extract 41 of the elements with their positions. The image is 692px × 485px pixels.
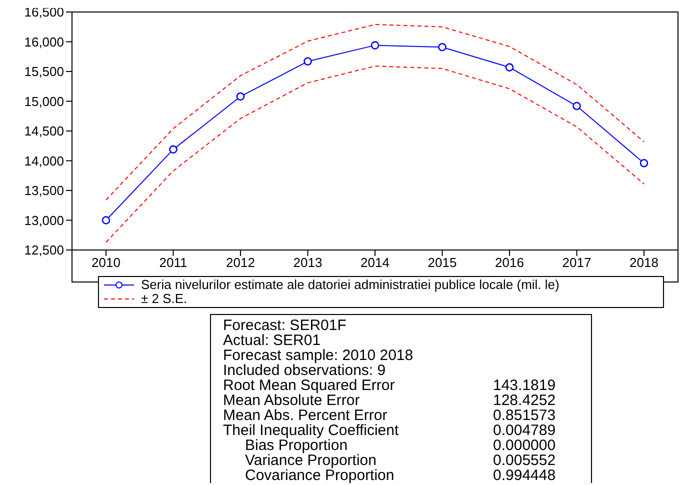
point (438, 42, 446, 52)
point (505, 63, 514, 72)
y-tick-label: 15,500 (24, 64, 64, 80)
text: Bias Proportion 0.000000 (245, 437, 556, 454)
x-tick-label: 2014 (360, 255, 390, 270)
x-tick-label: 2015 (428, 255, 457, 270)
line-series (106, 66, 644, 243)
text: Included observations: 9 (223, 362, 386, 379)
legend-label: ± 2 S.E. (141, 291, 188, 306)
y-tick-label: 16,000 (24, 34, 64, 50)
text: Mean Abs. Percent Error 0.851573 (223, 407, 556, 424)
y-tick-label: 13,000 (24, 212, 64, 228)
text: Forecast sample: 2010 2018 (223, 347, 414, 364)
point (370, 41, 380, 50)
text: Variance Proportion 0.005552 (245, 452, 556, 469)
point (572, 102, 581, 110)
point (169, 145, 178, 154)
x-tick-label: 2018 (630, 255, 658, 270)
point (236, 92, 245, 101)
x-tick-label: 2013 (293, 255, 322, 270)
y-tick-label: 12,500 (24, 242, 64, 258)
x-tick-label: 2012 (226, 255, 255, 270)
point (640, 158, 648, 168)
point (304, 57, 312, 66)
text: Covariance Proportion 0.994448 (245, 467, 556, 484)
y-tick-label: 13,500 (24, 183, 64, 198)
text: Actual: SER01 (223, 332, 321, 349)
point (102, 216, 110, 224)
y-tick-label: 14,500 (24, 124, 64, 139)
line-series (106, 24, 644, 201)
x-tick-label: 2010 (92, 255, 120, 270)
y-tick-label: 15,000 (24, 94, 64, 109)
text: Theil Inequality Coefficient 0.004789 (223, 422, 556, 439)
text: Mean Absolute Error 128.4252 (223, 392, 556, 409)
x-tick-label: 2016 (495, 255, 524, 270)
x-tick-label: 2011 (159, 255, 188, 270)
y-tick-label: 14,000 (24, 153, 64, 168)
text: Forecast: SER01F (223, 317, 346, 334)
text: Root Mean Squared Error 143.1819 (223, 377, 556, 394)
legend-label: Seria nivelurilor estimate ale datoriei administratiei publice locale (mil. le) (141, 277, 560, 292)
x-tick-label: 2017 (562, 255, 592, 270)
